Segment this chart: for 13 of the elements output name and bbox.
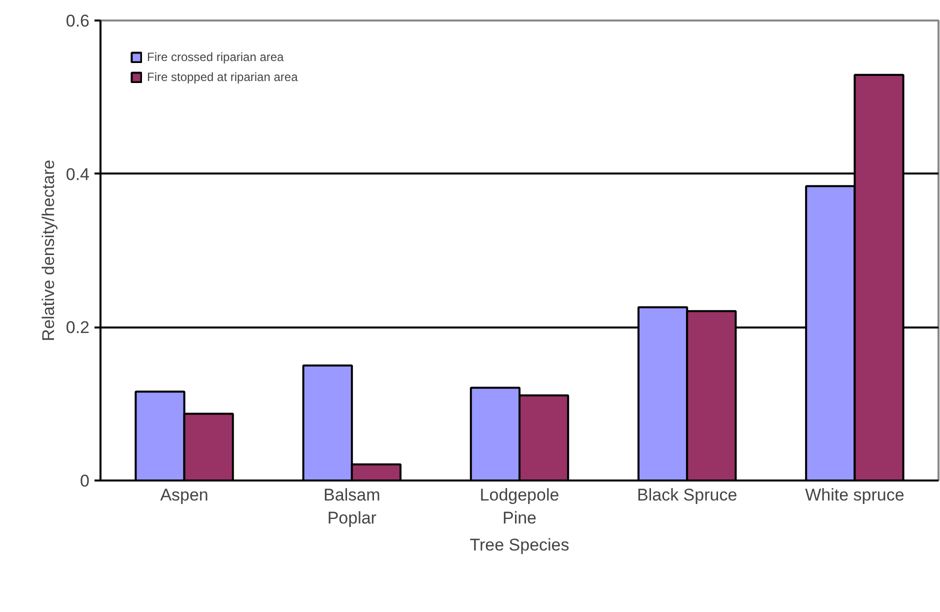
- x-tick-label: Aspen: [160, 486, 208, 504]
- x-tick-label: Lodgepole Pine: [480, 486, 560, 528]
- y-axis-title: Relative density/hectare: [38, 160, 58, 342]
- y-tick-label: 0.4: [66, 164, 90, 184]
- y-tick-label: 0.2: [66, 318, 90, 338]
- y-tick-label: 0: [80, 472, 90, 490]
- legend-label: Fire stopped at riparian area: [147, 70, 298, 84]
- x-tick-label: White spruce: [805, 486, 904, 504]
- x-axis-title: Tree Species: [470, 535, 570, 554]
- x-tick-label: Black Spruce: [637, 486, 738, 504]
- x-tick-label: Balsam Poplar: [324, 486, 380, 528]
- legend-label: Fire crossed riparian area: [147, 50, 284, 64]
- y-tick-label: 0.6: [66, 12, 90, 30]
